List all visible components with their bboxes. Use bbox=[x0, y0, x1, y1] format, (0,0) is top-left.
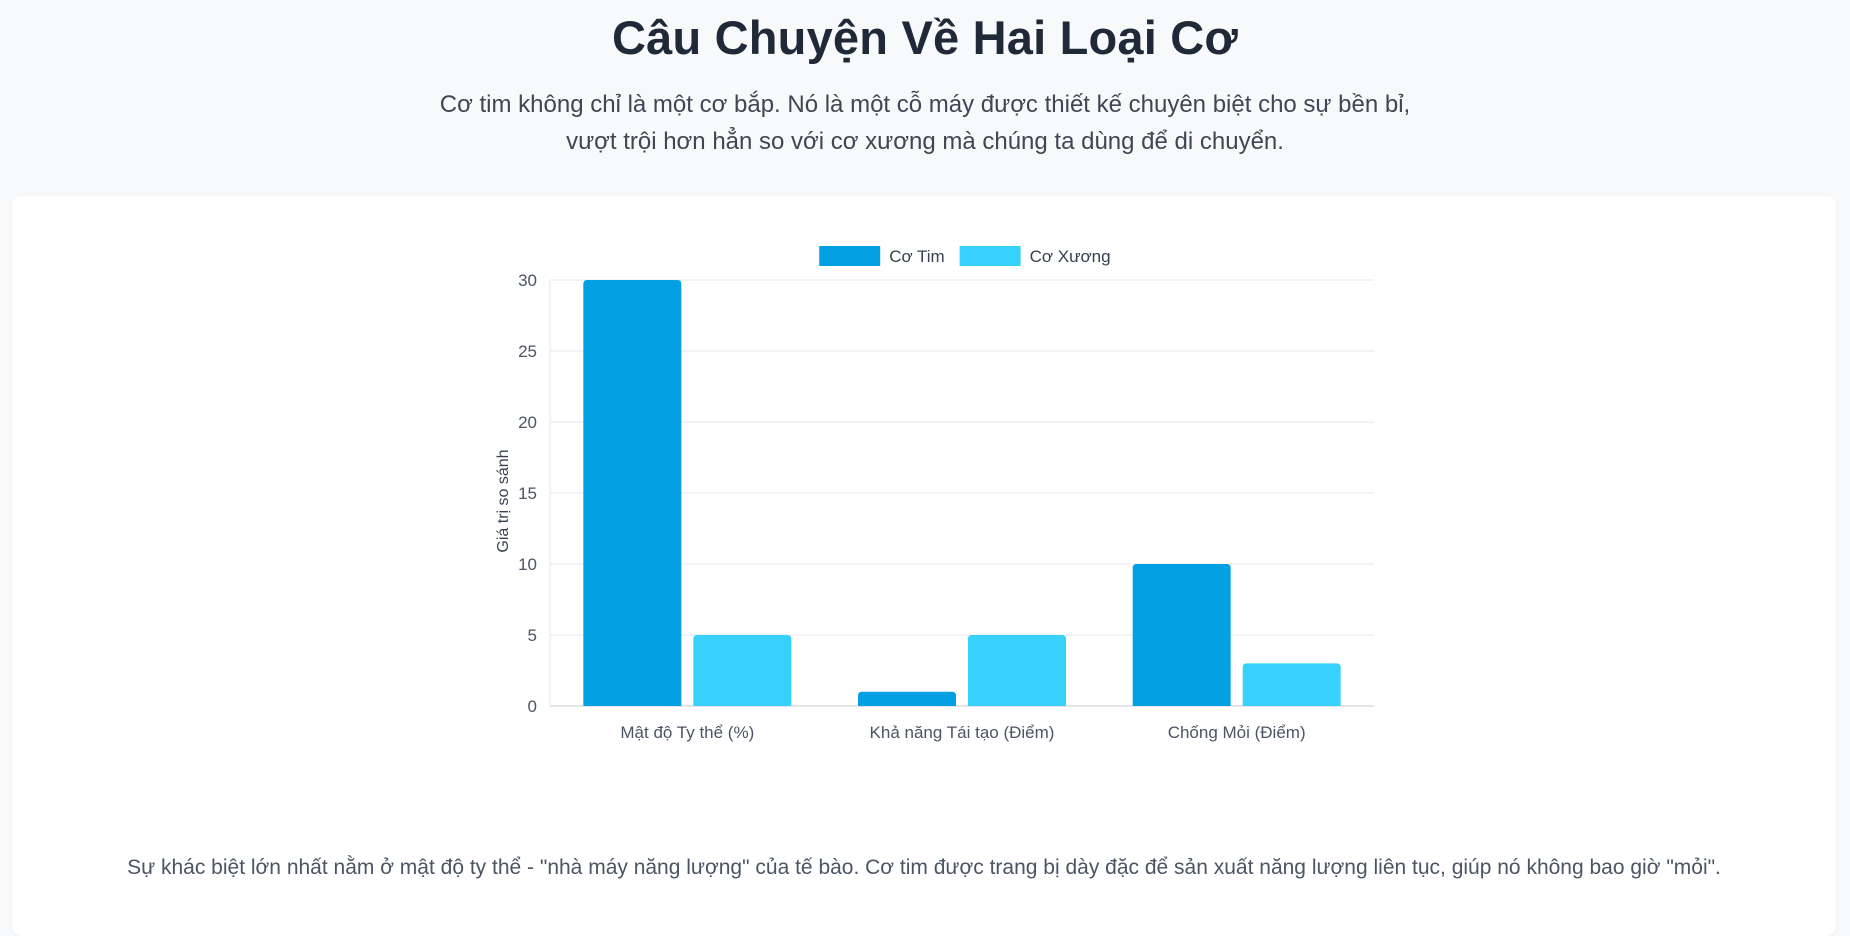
y-tick-label: 15 bbox=[518, 484, 537, 503]
y-tick-label: 0 bbox=[528, 697, 537, 716]
x-tick-label: Mật độ Ty thể (%) bbox=[620, 723, 754, 742]
page-title: Câu Chuyện Về Hai Loại Cơ bbox=[611, 11, 1239, 64]
y-axis-ticks: 0 5 10 15 20 25 30 bbox=[518, 271, 537, 716]
grid-lines bbox=[549, 279, 1374, 707]
y-tick-label: 10 bbox=[518, 555, 537, 574]
chart-caption: Sự khác biệt lớn nhất nằm ở mật độ ty th… bbox=[127, 856, 1721, 879]
x-tick-label: Chống Mỏi (Điểm) bbox=[1168, 723, 1306, 742]
x-axis-ticks: Mật độ Ty thể (%) Khả năng Tái tạo (Điểm)… bbox=[620, 723, 1305, 742]
bar[interactable] bbox=[693, 635, 792, 706]
bars bbox=[583, 280, 1341, 706]
legend[interactable]: Cơ Tim Cơ Xương bbox=[819, 246, 1111, 266]
legend-swatch bbox=[819, 246, 881, 266]
y-tick-label: 30 bbox=[518, 271, 537, 290]
page-subtitle: Cơ tim không chỉ là một cơ bắp. Nó là mộ… bbox=[439, 91, 1411, 155]
legend-swatch bbox=[959, 246, 1021, 266]
legend-item[interactable]: Cơ Xương bbox=[959, 246, 1111, 266]
y-tick-label: 25 bbox=[518, 342, 537, 361]
page-header: Câu Chuyện Về Hai Loại Cơ Cơ tim không c… bbox=[0, 0, 1850, 160]
y-tick-label: 20 bbox=[518, 413, 537, 432]
bar[interactable] bbox=[583, 280, 682, 706]
bar[interactable] bbox=[968, 635, 1066, 706]
legend-label: Cơ Xương bbox=[1030, 247, 1111, 266]
bar-chart: 0 5 10 15 20 25 30 Mật độ Ty thể (%) Khả năng T… bbox=[495, 246, 1374, 742]
bar[interactable] bbox=[1132, 564, 1231, 706]
y-axis-label: Giá trị so sánh bbox=[495, 449, 512, 552]
y-tick-label: 5 bbox=[528, 626, 537, 645]
x-tick-label: Khả năng Tái tạo (Điểm) bbox=[870, 723, 1055, 742]
bar[interactable] bbox=[858, 691, 956, 706]
legend-item[interactable]: Cơ Tim bbox=[819, 246, 945, 266]
bar[interactable] bbox=[1242, 663, 1341, 706]
chart-card: 0 5 10 15 20 25 30 Mật độ Ty thể (%) Khả năng T… bbox=[12, 196, 1836, 936]
legend-label: Cơ Tim bbox=[889, 247, 945, 266]
